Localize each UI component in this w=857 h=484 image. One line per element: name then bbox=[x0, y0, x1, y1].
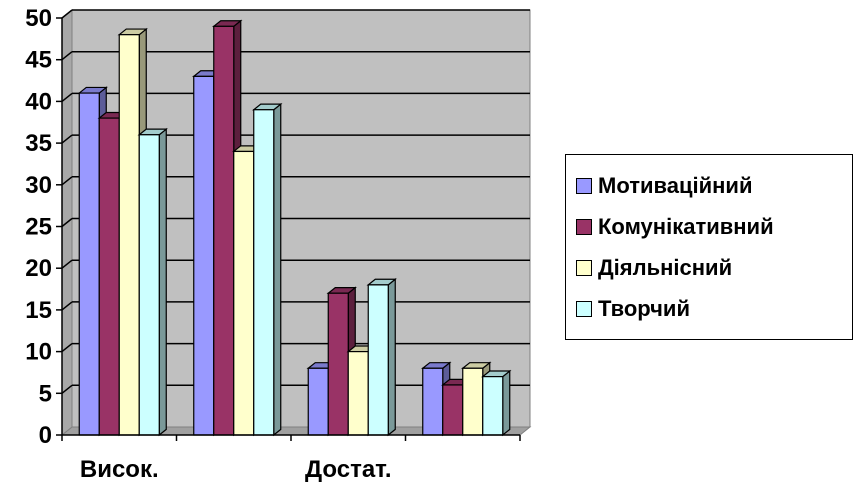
y-tick-label: 0 bbox=[39, 422, 52, 449]
y-tick-label: 50 bbox=[25, 5, 52, 32]
y-tick-label: 35 bbox=[25, 130, 52, 157]
bar-front bbox=[193, 75, 215, 436]
bar-front bbox=[442, 384, 464, 436]
bar-front bbox=[78, 92, 100, 436]
legend-item-communicative: Комунікативний bbox=[576, 206, 852, 247]
legend-swatch bbox=[576, 259, 592, 276]
bar-front bbox=[138, 134, 160, 436]
bar-front bbox=[482, 376, 504, 436]
bar-front bbox=[367, 284, 389, 436]
legend-label: Творчий bbox=[598, 295, 690, 321]
bar-front bbox=[307, 367, 329, 436]
bar-front bbox=[462, 367, 484, 436]
gridline-side bbox=[61, 343, 73, 353]
y-tick-labels: 0 5 10 15 20 25 30 35 40 45 50 bbox=[25, 5, 52, 449]
x-tick-label: Висок. bbox=[80, 456, 159, 483]
bar bbox=[137, 127, 168, 437]
bar-front bbox=[253, 109, 275, 436]
y-tick-label: 30 bbox=[25, 172, 52, 199]
axes bbox=[56, 17, 521, 441]
bar-front bbox=[422, 367, 444, 436]
bar-front bbox=[233, 150, 255, 436]
bar-front bbox=[347, 351, 369, 436]
gridline-side bbox=[61, 134, 73, 144]
y-tick-label: 25 bbox=[25, 214, 52, 241]
gridline-side bbox=[61, 9, 73, 19]
bar-front bbox=[98, 117, 120, 436]
y-tick-label: 20 bbox=[25, 255, 52, 282]
y-tick-label: 10 bbox=[25, 339, 52, 366]
legend: Мотиваційний Комунікативний Діяльнісний … bbox=[565, 154, 853, 340]
gridline-side bbox=[61, 259, 73, 269]
bar-side bbox=[502, 369, 511, 437]
bar-side bbox=[273, 102, 282, 437]
legend-swatch bbox=[576, 300, 592, 317]
bar bbox=[481, 369, 512, 437]
bar bbox=[252, 102, 283, 437]
legend-item-creative: Творчий bbox=[576, 288, 852, 329]
gridline-side bbox=[61, 51, 73, 61]
legend-item-activity: Діяльнісний bbox=[576, 247, 852, 288]
x-tick-labels: Висок. Достат. bbox=[80, 456, 392, 483]
bar bbox=[366, 278, 397, 437]
bar-side bbox=[158, 127, 167, 437]
gridline-side bbox=[61, 217, 73, 228]
gridline-side bbox=[61, 301, 73, 311]
gridline-side bbox=[61, 92, 73, 102]
bar-front bbox=[327, 292, 349, 436]
x-tick-label: Достат. bbox=[305, 456, 392, 483]
legend-label: Комунікативний bbox=[598, 213, 774, 239]
bar-side bbox=[387, 278, 396, 437]
legend-swatch bbox=[576, 218, 592, 235]
legend-label: Мотиваційний bbox=[598, 172, 753, 198]
legend-label: Діяльнісний bbox=[598, 254, 733, 280]
gridline-side bbox=[61, 384, 73, 394]
y-tick-label: 45 bbox=[25, 47, 52, 74]
y-tick-label: 5 bbox=[39, 380, 52, 407]
bar-front bbox=[213, 25, 235, 436]
legend-item-motivational: Мотиваційний bbox=[576, 165, 852, 206]
bar-front bbox=[118, 34, 140, 436]
gridline-side bbox=[61, 176, 73, 186]
y-tick-label: 40 bbox=[25, 88, 52, 115]
legend-swatch bbox=[576, 177, 592, 194]
y-tick-label: 15 bbox=[25, 297, 52, 324]
